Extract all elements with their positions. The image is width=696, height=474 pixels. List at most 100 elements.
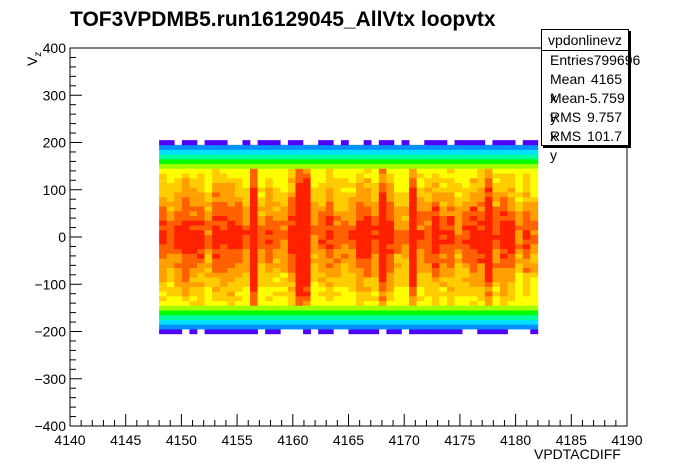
heatmap-cell (530, 262, 539, 269)
heatmap-cell (159, 140, 167, 146)
heatmap-cell (333, 281, 342, 287)
heatmap-cell (469, 159, 478, 165)
heatmap-cell (204, 258, 213, 264)
heatmap-cell (484, 192, 493, 198)
heatmap-cell (272, 291, 281, 297)
heatmap-cell (265, 286, 274, 292)
heatmap-cell (340, 286, 349, 292)
heatmap-cell (303, 305, 311, 311)
heatmap-cell (250, 329, 258, 335)
heatmap-cell (454, 310, 463, 316)
heatmap-cell (242, 314, 251, 320)
heatmap-cell (477, 144, 486, 150)
y-tick-label: −300 (34, 371, 66, 387)
heatmap-cell (424, 196, 433, 202)
heatmap-cell (439, 201, 448, 207)
heatmap-cell (363, 314, 372, 320)
heatmap-cell (484, 314, 493, 320)
x-tick-label: 4170 (389, 432, 420, 448)
heatmap-cell (416, 215, 425, 221)
heatmap-cell (272, 215, 281, 221)
heatmap-cell (484, 272, 493, 278)
heatmap-cell (507, 144, 516, 150)
heatmap-cell (197, 305, 205, 311)
heatmap-cell (318, 220, 327, 226)
heatmap-cell (303, 192, 311, 198)
heatmap-cell (386, 173, 395, 179)
heatmap-cell (507, 177, 516, 183)
heatmap-cell (272, 253, 281, 259)
heatmap-cell (257, 310, 266, 316)
heatmap-cell (454, 281, 463, 287)
heatmap-cell (500, 305, 508, 311)
heatmap-cell (280, 201, 289, 207)
heatmap-cell (431, 253, 440, 259)
heatmap-cell (469, 286, 478, 292)
heatmap-cell (469, 140, 478, 146)
heatmap-cell (318, 234, 327, 240)
heatmap-cell (272, 262, 281, 269)
heatmap-cell (439, 192, 448, 198)
heatmap-cell (234, 310, 243, 316)
heatmap-cell (462, 324, 471, 330)
heatmap-cell (303, 286, 311, 292)
heatmap-cell (166, 163, 175, 169)
heatmap-cell (378, 253, 387, 259)
heatmap-cell (371, 300, 380, 306)
x-tick-label: 4185 (556, 432, 587, 448)
heatmap-cell (409, 173, 417, 179)
heatmap-cell (462, 253, 471, 259)
heatmap-cell (204, 296, 213, 302)
heatmap-cell (303, 234, 311, 240)
heatmap-cell (174, 296, 183, 302)
heatmap-cell (257, 196, 266, 202)
heatmap-cell (250, 291, 258, 297)
heatmap-cell (204, 163, 213, 169)
heatmap-cell (401, 192, 410, 198)
heatmap-cell (530, 314, 539, 320)
heatmap-cell (325, 173, 334, 179)
heatmap-cell (363, 163, 372, 169)
heatmap-cell (204, 324, 213, 330)
y-tick-label: 100 (43, 182, 67, 198)
heatmap-cell (280, 187, 289, 193)
heatmap-cell (333, 196, 342, 202)
heatmap-cell (492, 234, 501, 240)
heatmap-cell (174, 244, 183, 250)
heatmap-cell (287, 149, 296, 155)
heatmap-cell (378, 229, 387, 235)
heatmap-cell (469, 187, 478, 193)
heatmap-cell (234, 305, 243, 311)
heatmap-cell (393, 300, 402, 306)
heatmap-cell (257, 173, 266, 179)
heatmap-cell (219, 149, 228, 155)
heatmap-cell (159, 277, 167, 283)
heatmap-cell (250, 149, 258, 155)
heatmap-cell (431, 258, 440, 264)
heatmap-cell (431, 234, 440, 240)
heatmap-cell (219, 267, 228, 273)
heatmap-cell (356, 300, 364, 306)
heatmap-cell (424, 286, 433, 292)
heatmap-cell (378, 168, 387, 174)
heatmap-cell (356, 234, 364, 240)
heatmap-cell (310, 319, 319, 325)
heatmap-cell (386, 187, 395, 193)
heatmap-cell (378, 300, 387, 306)
heatmap-cell (325, 272, 334, 278)
heatmap-cell (303, 329, 311, 335)
heatmap-cell (515, 305, 524, 311)
heatmap-cell (174, 319, 183, 325)
heatmap-cell (393, 220, 402, 226)
heatmap-cell (393, 281, 402, 287)
heatmap-cell (348, 211, 357, 217)
heatmap-cell (371, 196, 380, 202)
heatmap-cell (242, 229, 251, 235)
heatmap-cell (234, 248, 243, 254)
heatmap-cell (522, 262, 531, 269)
heatmap-cell (469, 244, 478, 250)
heatmap-cell (257, 248, 266, 254)
heatmap-cell (295, 182, 304, 188)
heatmap-cell (340, 281, 349, 287)
heatmap-cell (227, 173, 236, 179)
